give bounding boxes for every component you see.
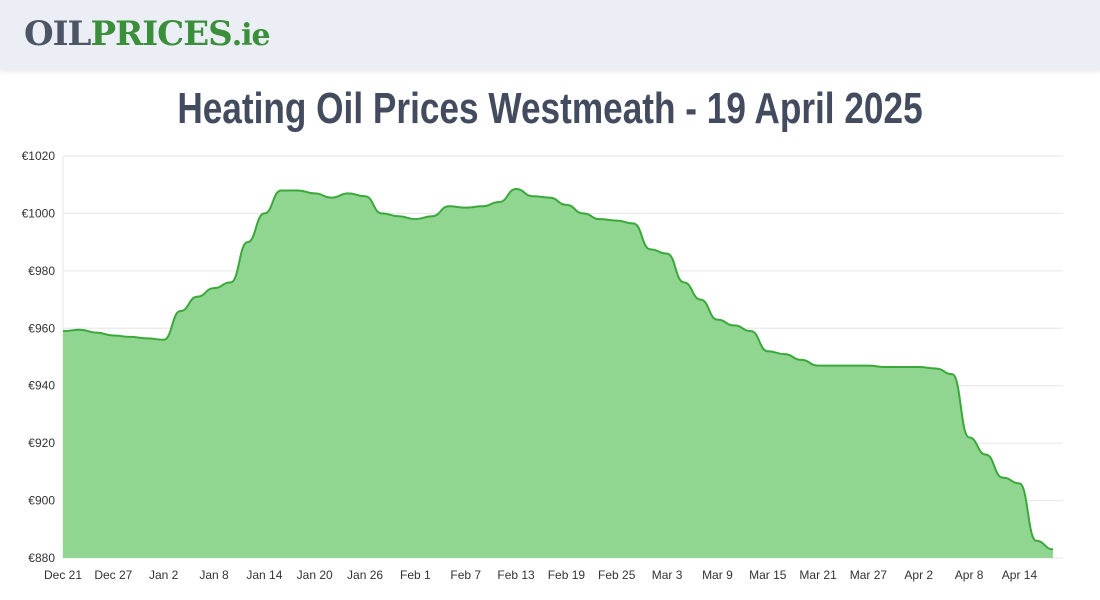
- x-tick-label: Jan 20: [297, 568, 333, 582]
- y-tick-label: €960: [28, 321, 55, 335]
- x-tick-label: Mar 27: [850, 568, 888, 582]
- x-tick-label: Feb 25: [598, 568, 636, 582]
- x-tick-label: Mar 3: [652, 568, 683, 582]
- x-tick-label: Dec 27: [94, 568, 132, 582]
- x-tick-label: Feb 1: [400, 568, 431, 582]
- logo-text: OIL: [24, 14, 91, 54]
- x-tick-label: Apr 14: [1002, 568, 1038, 582]
- x-tick-label: Feb 19: [548, 568, 586, 582]
- y-tick-label: €880: [28, 551, 55, 565]
- y-tick-label: €920: [28, 436, 55, 450]
- x-tick-label: Jan 14: [246, 568, 282, 582]
- logo-text: PRICES: [90, 14, 232, 54]
- site-header: OILPRICES.ie: [0, 0, 1100, 70]
- logo[interactable]: OILPRICES.ie: [24, 14, 271, 54]
- x-tick-label: Feb 13: [497, 568, 535, 582]
- y-tick-label: €1000: [22, 206, 56, 220]
- y-tick-label: €940: [28, 379, 55, 393]
- x-tick-label: Mar 9: [702, 568, 733, 582]
- chart-title: Heating Oil Prices Westmeath - 19 April …: [177, 84, 923, 133]
- x-tick-label: Jan 8: [199, 568, 229, 582]
- line: [62, 188, 1054, 551]
- y-tick-label: €900: [28, 494, 55, 508]
- x-tick-label: Mar 15: [749, 568, 787, 582]
- logo-text: .ie: [231, 18, 271, 53]
- x-tick-label: Apr 2: [904, 568, 933, 582]
- y-tick-label: €1020: [22, 149, 56, 163]
- y-tick-label: €980: [28, 264, 55, 278]
- x-tick-label: Jan 2: [149, 568, 179, 582]
- x-tick-label: Dec 21: [44, 568, 82, 582]
- x-tick-label: Jan 26: [347, 568, 383, 582]
- x-tick-label: Feb 7: [450, 568, 481, 582]
- area-fill: [63, 189, 1054, 558]
- x-tick-label: Mar 21: [799, 568, 837, 582]
- x-tick-label: Apr 8: [955, 568, 984, 582]
